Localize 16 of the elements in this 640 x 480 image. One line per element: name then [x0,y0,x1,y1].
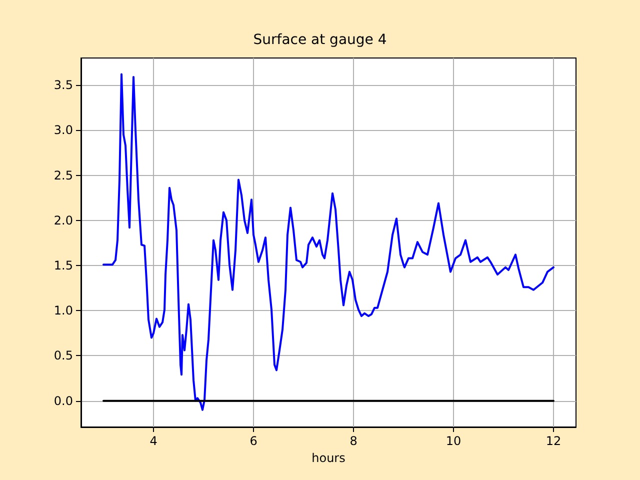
line-series [102,73,554,411]
x-tick-label: 10 [446,434,462,448]
chart-title: Surface at gauge 4 [253,32,387,48]
y-tick-label: 3.5 [54,78,73,92]
y-tick-label: 2.5 [54,168,73,182]
x-tick-label: 8 [350,434,358,448]
x-tick-label: 12 [546,434,562,448]
x-axis-title: hours [312,450,346,465]
y-tick-label: 1.5 [54,258,73,273]
y-tick-label: 0.0 [54,394,73,408]
y-tick-label: 3.0 [54,123,73,138]
y-tick-label: 0.5 [54,348,73,363]
x-tick-label: 4 [150,434,158,448]
y-tick-label: 1.0 [54,304,73,318]
x-tick-label: 6 [250,434,258,448]
y-tick-label: 2.0 [54,213,73,228]
